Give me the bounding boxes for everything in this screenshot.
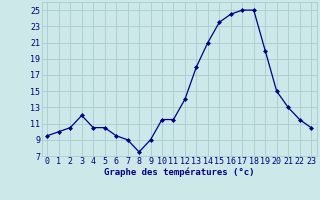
X-axis label: Graphe des températures (°c): Graphe des températures (°c)	[104, 168, 254, 177]
